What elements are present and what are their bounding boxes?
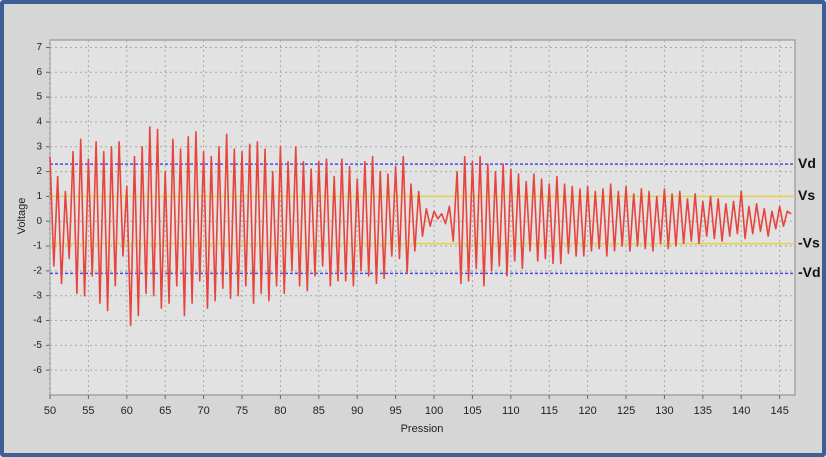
y-tick-label: -5 <box>33 340 42 351</box>
y-tick-label: -6 <box>33 365 42 376</box>
y-tick-label: 2 <box>36 166 42 177</box>
plot-area <box>49 39 796 396</box>
x-tick-label: 110 <box>502 405 520 417</box>
x-tick-label: 145 <box>770 405 788 417</box>
y-tick-label: -2 <box>33 266 42 277</box>
x-tick-label: 50 <box>44 405 56 417</box>
y-tick-label: -3 <box>33 290 42 301</box>
x-tick-label: 105 <box>463 405 481 417</box>
x-axis-label: Pression <box>401 423 444 435</box>
x-tick-label: 130 <box>655 405 673 417</box>
x-tick-label: 140 <box>732 405 750 417</box>
x-tick-label: 115 <box>540 405 558 417</box>
reference-label: -Vs <box>798 234 820 250</box>
y-tick-label: 1 <box>36 191 42 202</box>
y-tick-label: -1 <box>33 241 42 252</box>
x-tick-label: 70 <box>197 405 209 417</box>
x-tick-label: 75 <box>236 405 248 417</box>
y-tick-label: 3 <box>36 141 42 152</box>
x-tick-label: 65 <box>159 405 171 417</box>
y-tick-label: 6 <box>36 67 42 78</box>
x-tick-label: 85 <box>313 405 325 417</box>
x-tick-label: 120 <box>578 405 596 417</box>
y-tick-label: -4 <box>33 315 42 326</box>
x-tick-label: 55 <box>82 405 94 417</box>
x-tick-label: 80 <box>274 405 286 417</box>
x-tick-label: 95 <box>389 405 401 417</box>
signal-line <box>49 126 792 327</box>
x-tick-label: 125 <box>617 405 635 417</box>
reference-label: Vs <box>798 187 815 203</box>
y-tick-label: 5 <box>36 92 42 103</box>
x-tick-label: 135 <box>694 405 712 417</box>
y-axis-label: Voltage <box>16 198 28 235</box>
x-tick-label: 60 <box>121 405 133 417</box>
x-tick-label: 100 <box>425 405 443 417</box>
y-tick-label: 7 <box>36 42 42 53</box>
x-tick-label: 90 <box>351 405 363 417</box>
y-tick-label: 4 <box>36 117 42 128</box>
y-tick-label: 0 <box>36 216 42 227</box>
reference-label: -Vd <box>798 264 821 280</box>
reference-label: Vd <box>798 155 816 171</box>
